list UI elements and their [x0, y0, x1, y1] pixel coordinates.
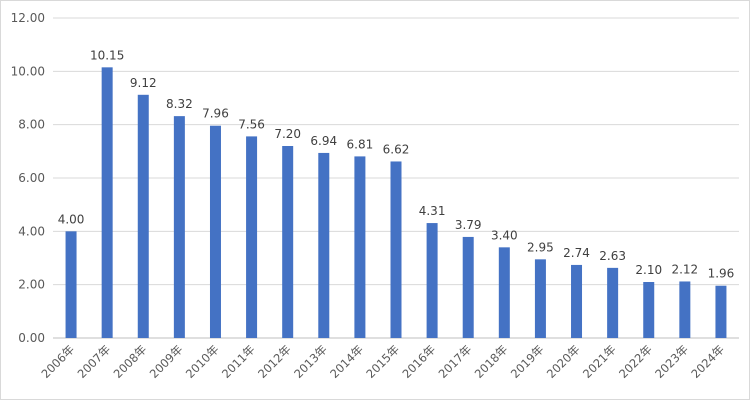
x-tick-label: 2022年: [616, 342, 655, 381]
x-tick-label: 2021年: [580, 342, 619, 381]
x-tick-label: 2011年: [219, 342, 258, 381]
x-tick-label: 2009年: [147, 342, 186, 381]
x-tick-label: 2006年: [38, 342, 77, 381]
bar: [571, 264, 583, 338]
bar: [101, 67, 113, 338]
data-label: 6.81: [347, 137, 374, 151]
data-label: 7.96: [202, 107, 229, 121]
x-tick-label: 2014年: [327, 342, 366, 381]
data-label: 3.79: [455, 218, 482, 232]
data-label: 1.96: [708, 267, 735, 281]
x-tick-label: 2019年: [508, 342, 547, 381]
y-tick-label: 2.00: [18, 278, 45, 292]
x-tick-label: 2013年: [291, 342, 330, 381]
x-tick-label: 2015年: [363, 342, 402, 381]
bar: [354, 156, 366, 338]
x-tick-label: 2017年: [436, 342, 475, 381]
bar: [209, 125, 221, 338]
data-label: 2.95: [527, 240, 554, 254]
bar: [282, 146, 294, 338]
data-label: 2.74: [563, 246, 590, 260]
data-label: 9.12: [130, 76, 157, 90]
y-tick-label: 4.00: [18, 224, 45, 238]
bar: [679, 281, 691, 338]
bar: [246, 136, 258, 338]
data-label: 2.12: [671, 262, 698, 276]
data-label: 4.31: [419, 204, 446, 218]
data-label: 10.15: [90, 48, 124, 62]
data-label: 4.00: [58, 212, 85, 226]
bar: [65, 231, 77, 338]
data-label: 6.62: [383, 142, 410, 156]
x-tick-label: 2012年: [255, 342, 294, 381]
data-label: 7.56: [238, 117, 265, 131]
x-tick-label: 2010年: [183, 342, 222, 381]
bar: [498, 247, 510, 338]
data-label: 3.40: [491, 228, 518, 242]
bars: [65, 67, 727, 338]
y-tick-label: 0.00: [18, 331, 45, 345]
x-tick-label: 2018年: [472, 342, 511, 381]
bar: [173, 116, 185, 338]
x-tick-label: 2008年: [111, 342, 150, 381]
y-tick-label: 6.00: [18, 171, 45, 185]
data-labels: 4.00 10.15 9.12 8.32 7.96 7.56 7.20 6.94 6.81 6.6…: [58, 48, 735, 280]
data-label: 6.94: [310, 134, 337, 148]
data-label: 2.10: [635, 263, 662, 277]
y-tick-label: 12.00: [11, 11, 45, 25]
bar: [462, 236, 474, 338]
bar: [137, 94, 149, 338]
bar: [426, 223, 438, 338]
y-tick-label: 8.00: [18, 118, 45, 132]
x-axis-ticks: 2006年2007年2008年2009年2010年2011年2012年2013年…: [38, 342, 727, 381]
y-axis-ticks: 0.00 2.00 4.00 6.00 8.00 10.00 12.00: [11, 11, 45, 345]
x-tick-label: 2023年: [652, 342, 691, 381]
x-tick-label: 2007年: [75, 342, 114, 381]
y-tick-label: 10.00: [11, 64, 45, 78]
x-tick-label: 2024年: [688, 342, 727, 381]
bar: [607, 267, 619, 338]
data-label: 7.20: [274, 127, 301, 141]
bar: [715, 285, 727, 338]
data-label: 2.63: [599, 249, 626, 263]
data-label: 8.32: [166, 97, 193, 111]
bar: [534, 259, 546, 338]
bar: [390, 161, 402, 338]
x-tick-label: 2016年: [399, 342, 438, 381]
bar: [643, 282, 655, 338]
bar: [318, 152, 330, 338]
x-tick-label: 2020年: [544, 342, 583, 381]
